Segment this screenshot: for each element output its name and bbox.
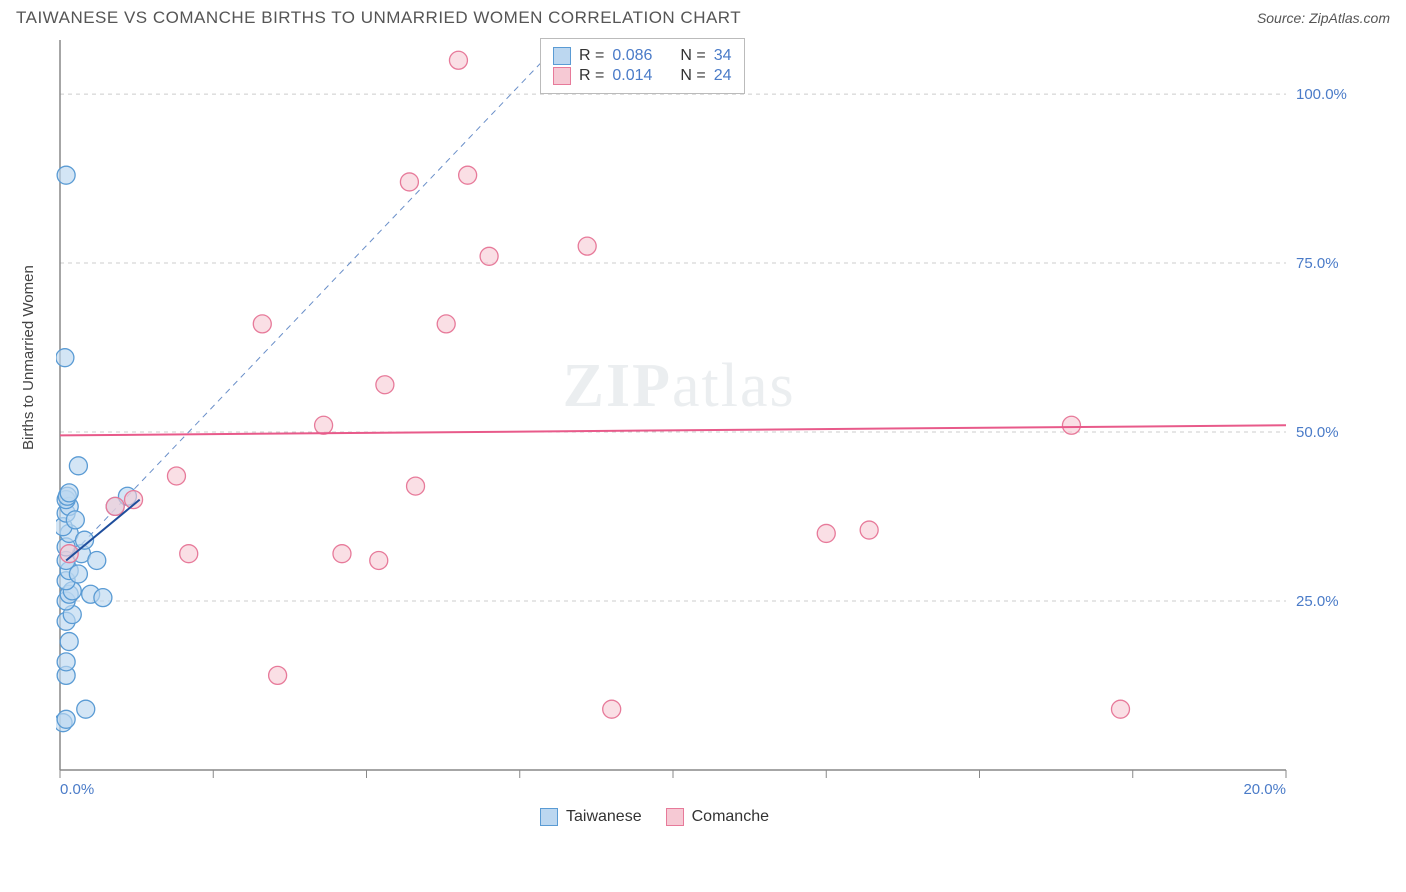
legend-swatch — [540, 808, 558, 826]
correlation-legend: R = 0.086 N = 34 R = 0.014 N = 24 — [540, 38, 745, 94]
legend-n-label: N = — [680, 67, 705, 85]
series-name: Taiwanese — [566, 808, 642, 826]
svg-text:75.0%: 75.0% — [1296, 255, 1339, 272]
legend-swatch — [553, 47, 571, 65]
legend-swatch — [553, 67, 571, 85]
legend-n-value: 34 — [714, 47, 732, 65]
legend-r-value: 0.014 — [612, 67, 652, 85]
legend-row: R = 0.014 N = 24 — [553, 67, 732, 85]
legend-row: R = 0.086 N = 34 — [553, 47, 732, 65]
svg-text:100.0%: 100.0% — [1296, 86, 1347, 103]
series-legend-item: Comanche — [666, 808, 769, 826]
series-legend-item: Taiwanese — [540, 808, 642, 826]
svg-text:20.0%: 20.0% — [1243, 781, 1286, 798]
y-axis-label: Births to Unmarried Women — [20, 265, 37, 450]
chart-container: 25.0%50.0%75.0%100.0%0.0%20.0% ZIPatlas … — [56, 36, 1386, 804]
chart-title: TAIWANESE VS COMANCHE BIRTHS TO UNMARRIE… — [16, 8, 741, 28]
legend-swatch — [666, 808, 684, 826]
legend-r-value: 0.086 — [612, 47, 652, 65]
svg-text:25.0%: 25.0% — [1296, 593, 1339, 610]
legend-n-label: N = — [680, 47, 705, 65]
svg-text:50.0%: 50.0% — [1296, 424, 1339, 441]
legend-n-value: 24 — [714, 67, 732, 85]
source-label: Source: ZipAtlas.com — [1257, 10, 1390, 26]
svg-text:0.0%: 0.0% — [60, 781, 94, 798]
series-legend: Taiwanese Comanche — [540, 806, 769, 828]
legend-r-label: R = — [579, 67, 604, 85]
legend-r-label: R = — [579, 47, 604, 65]
scatter-chart: 25.0% 50.0% 75.0% 100.0% 0.0% 20.0% — [56, 36, 1356, 804]
series-name: Comanche — [692, 808, 769, 826]
